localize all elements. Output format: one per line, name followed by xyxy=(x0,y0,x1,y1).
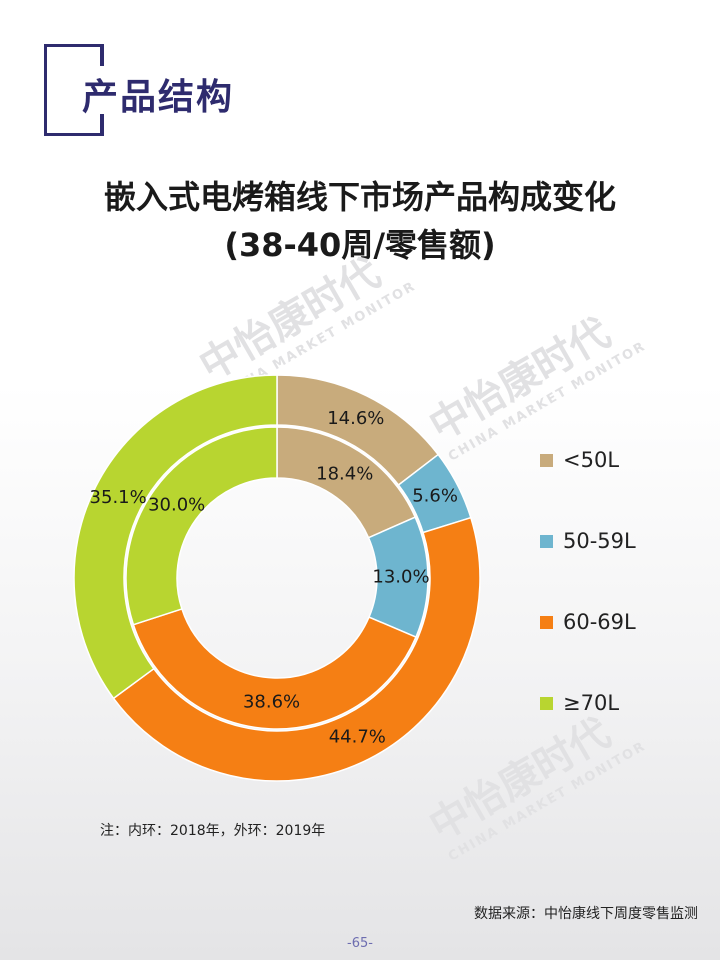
legend-swatch xyxy=(540,453,553,467)
chart-note: 注：内环：2018年，外环：2019年 xyxy=(100,823,326,839)
legend-label: <50L xyxy=(563,448,620,472)
outer-slice-ge70l xyxy=(73,374,278,700)
inner-label-50-59l: 13.0% xyxy=(372,567,429,588)
legend-swatch xyxy=(540,534,553,548)
inner-ring xyxy=(125,426,429,730)
inner-label-60-69l: 38.6% xyxy=(243,691,300,712)
legend-item-ge70l: ≥70L xyxy=(540,691,619,715)
page-number: -65- xyxy=(347,936,373,951)
outer-label-50-59l: 5.6% xyxy=(412,486,458,507)
legend-label: ≥70L xyxy=(563,691,620,715)
legend-swatch xyxy=(540,696,553,710)
legend-item-60-69l: 60-69L xyxy=(540,610,636,634)
outer-slice-60-69l xyxy=(112,516,481,782)
slice-labels: 18.4% 13.0% 38.6% 30.0% 14.6% 5.6% 44.7% 35.1% xyxy=(90,408,458,747)
outer-label-lt50l: 14.6% xyxy=(327,408,384,429)
header-bracket xyxy=(44,44,104,136)
legend-item-50-59l: 50-59L xyxy=(540,529,636,553)
outer-label-ge70l: 35.1% xyxy=(90,487,147,508)
chart-title-line1: 嵌入式电烤箱线下市场产品构成变化 xyxy=(103,178,616,216)
legend-label: 60-69L xyxy=(563,610,636,634)
section-title: 产品结构 xyxy=(82,77,235,118)
legend-item-lt50l: <50L xyxy=(540,448,619,472)
inner-slice-60-69l xyxy=(132,607,417,730)
inner-label-lt50l: 18.4% xyxy=(316,464,373,485)
inner-label-ge70l: 30.0% xyxy=(148,495,205,516)
legend-label: 50-59L xyxy=(563,529,636,553)
outer-ring xyxy=(73,374,481,782)
outer-label-60-69l: 44.7% xyxy=(329,726,386,747)
double-donut-chart: 18.4% 13.0% 38.6% 30.0% 14.6% 5.6% 44.7% 35.1% xyxy=(73,374,481,782)
data-source: 数据来源：中怡康线下周度零售监测 xyxy=(474,906,698,922)
legend-swatch xyxy=(540,615,553,629)
chart-title-line2: (38-40周/零售额) xyxy=(224,226,496,264)
inner-slice-ge70l xyxy=(125,426,278,626)
